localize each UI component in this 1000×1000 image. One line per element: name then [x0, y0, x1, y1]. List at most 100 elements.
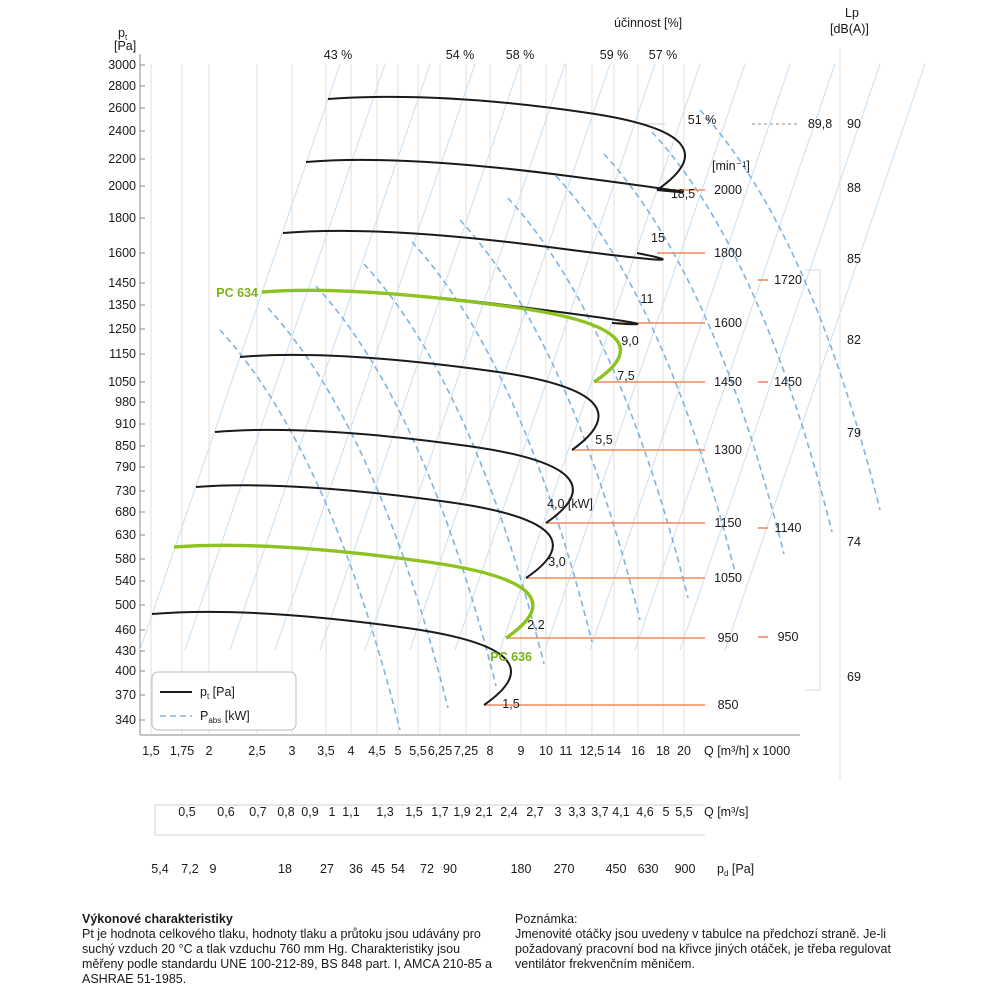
q-m3s-tick-label: 0,9	[301, 805, 318, 819]
efficiency-label: 57 %	[649, 48, 678, 62]
rpm-label: 1300	[714, 443, 742, 457]
pd-tick-label: 45	[371, 862, 385, 876]
q-m3s-tick-label: 3,7	[591, 805, 608, 819]
pd-tick-label: 180	[511, 862, 532, 876]
pressure-curve	[214, 428, 574, 524]
q-m3h-tick-label: 11	[560, 744, 573, 758]
diag-grid-line	[499, 63, 701, 651]
notes-left-title: Výkonové charakteristiky	[82, 912, 233, 926]
diagonal-grid	[139, 63, 926, 651]
q-m3h-tick-label: 8	[487, 744, 494, 758]
notes-right-title: Poznámka:	[515, 912, 578, 926]
pd-tick-label: 270	[554, 862, 575, 876]
q-m3h-tick-label: 3	[289, 744, 296, 758]
y-tick-label: 1150	[109, 347, 136, 361]
power-label: 7,5	[617, 369, 634, 383]
legend-entry: Pabs [kW]	[200, 709, 250, 725]
y-tick-label: 630	[115, 528, 136, 542]
q-m3s-tick-label: 0,5	[178, 805, 195, 819]
y-tick-label: 2400	[108, 124, 136, 138]
pd-tick-label: 27	[320, 862, 334, 876]
y-tick-label: 850	[115, 439, 136, 453]
y-tick-label: 2200	[108, 152, 136, 166]
power-label: 9,0	[621, 334, 638, 348]
power-curve	[363, 263, 545, 665]
pressure-curve	[327, 95, 686, 191]
rpm-label: 1800	[714, 246, 742, 260]
y-tick-label: 2000	[108, 179, 136, 193]
y-tick-label: 2800	[108, 79, 136, 93]
q-m3s-tick-label: 3,3	[568, 805, 585, 819]
q-m3h-tick-label: 18	[656, 744, 670, 758]
q-m3s-tick-label: 3	[555, 805, 562, 819]
efficiency-axis-label: účinnost [%]	[614, 16, 682, 30]
q-m3h-tick-label: 5	[395, 744, 402, 758]
power-label: 15	[651, 231, 665, 245]
q-m3h-tick-label: 3,5	[317, 744, 334, 758]
q-m3h-tick-label: 2	[206, 744, 213, 758]
y-tick-label: 2600	[108, 101, 136, 115]
q-m3h-tick-label: 1,5	[142, 744, 159, 758]
rpm-label: 2000	[714, 183, 742, 197]
diag-grid-line	[454, 63, 656, 651]
rpm-secondary-bracket	[805, 269, 821, 691]
rpm-unit: [min⁻¹]	[712, 159, 750, 173]
pressure-curve	[282, 229, 664, 261]
efficiency-label: 58 %	[506, 48, 535, 62]
q-m3s-tick-label: 4,1	[612, 805, 629, 819]
y-tick-label: 790	[115, 460, 136, 474]
efficiency-label: 54 %	[446, 48, 475, 62]
diag-grid-line	[679, 63, 881, 651]
y-tick-label: 400	[115, 664, 136, 678]
q-m3h-tick-label: 2,5	[248, 744, 265, 758]
power-label: 4,0 [kW]	[547, 497, 593, 511]
lp-value: 82	[847, 333, 861, 347]
diag-grid-line	[409, 63, 611, 651]
pd-tick-label: 18	[278, 862, 292, 876]
lp-value: 90	[847, 117, 861, 131]
rpm-secondary-label: 950	[778, 630, 799, 644]
y-tick-label: 980	[115, 395, 136, 409]
y-tick-label: 370	[115, 688, 136, 702]
pd-tick-label: 7,2	[181, 862, 198, 876]
y-tick-label: 680	[115, 505, 136, 519]
performance-notes: Výkonové charakteristiky Pt je hodnota c…	[82, 912, 502, 987]
y-tick-label: 1600	[108, 246, 136, 260]
notes-left-text: Pt je hodnota celkového tlaku, hodnoty t…	[82, 927, 492, 986]
efficiency-label: 43 %	[324, 48, 353, 62]
y-tick-label: 540	[115, 574, 136, 588]
q-m3s-band	[154, 804, 705, 836]
diag-grid-line	[229, 63, 431, 651]
series-label: PC 636	[490, 650, 532, 664]
rpm-label: 850	[718, 698, 739, 712]
pd-tick-label: 90	[443, 862, 457, 876]
q-m3h-tick-label: 20	[677, 744, 691, 758]
power-label: 3,0	[548, 555, 565, 569]
pd-tick-label: 900	[675, 862, 696, 876]
power-curve	[555, 175, 737, 577]
pd-tick-label: 9	[210, 862, 217, 876]
highlighted-pressure-curve	[173, 543, 535, 640]
efficiency-label: 51 %	[688, 113, 717, 127]
q-m3s-tick-label: 1,5	[405, 805, 422, 819]
q-m3h-tick-label: 14	[607, 744, 621, 758]
y-tick-label: 430	[115, 644, 136, 658]
q-m3h-tick-label: 12,5	[580, 744, 604, 758]
lp-value: 74	[847, 535, 861, 549]
q-m3s-tick-label: 0,6	[217, 805, 234, 819]
y-tick-label: 1250	[108, 322, 136, 336]
q-m3h-axis-label: Q [m³/h] x 1000	[704, 744, 790, 758]
pd-tick-label: 5,4	[151, 862, 168, 876]
q-m3s-axis-label: Q [m³/s]	[704, 805, 748, 819]
power-label: 2,2	[527, 618, 544, 632]
q-m3s-tick-label: 4,6	[636, 805, 653, 819]
diag-grid-line	[544, 63, 746, 651]
diag-grid-line	[364, 63, 566, 651]
y-tick-label: 730	[115, 484, 136, 498]
rpm-secondary-label: 1140	[775, 521, 802, 535]
pd-tick-label: 630	[638, 862, 659, 876]
legend-entry: pt [Pa]	[200, 685, 235, 701]
q-m3s-tick-label: 5	[663, 805, 670, 819]
pd-tick-label: 36	[349, 862, 363, 876]
pd-tick-label: 54	[391, 862, 405, 876]
